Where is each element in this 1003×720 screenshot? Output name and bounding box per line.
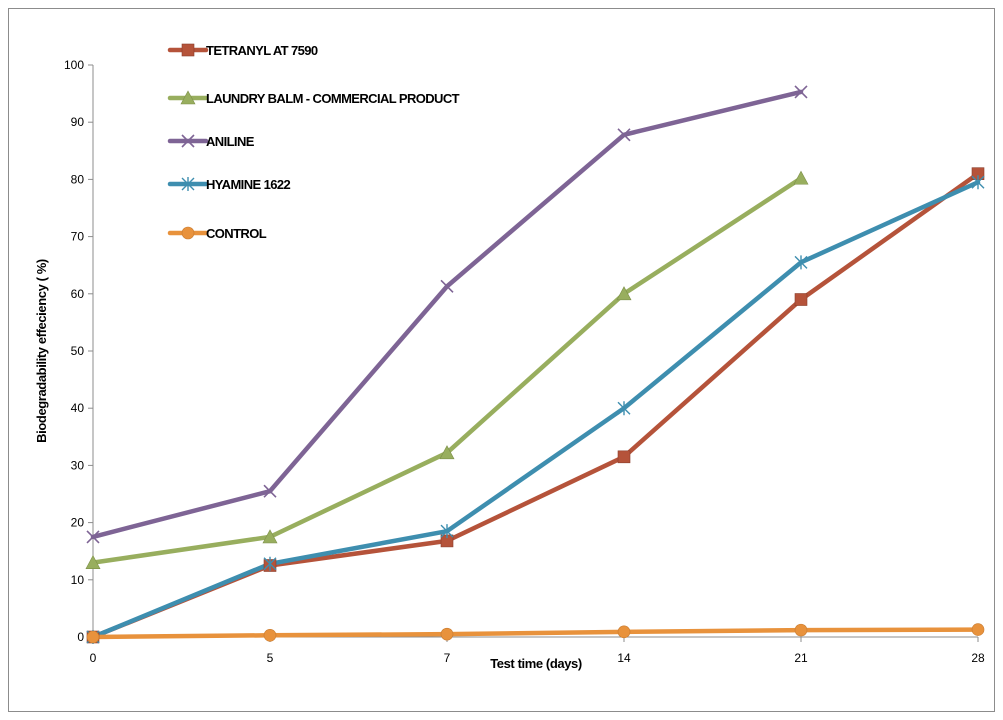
- series-markers: [86, 86, 984, 644]
- data-point-4-1: [264, 629, 276, 641]
- legend-marker: [182, 44, 194, 56]
- y-tick-label: 10: [71, 573, 85, 587]
- legend-label: ANILINE: [206, 134, 255, 149]
- series-line-3: [93, 182, 978, 637]
- data-point-4-0: [87, 631, 99, 643]
- legend-item: CONTROL: [170, 226, 267, 241]
- x-tick-label: 5: [267, 651, 274, 665]
- data-point-4-4: [795, 624, 807, 636]
- legend-item: TETRANYL AT 7590: [170, 43, 318, 58]
- y-tick-label: 80: [71, 172, 85, 186]
- series-line-4: [93, 630, 978, 637]
- legend-label: LAUNDRY BALM - COMMERCIAL PRODUCT: [206, 91, 460, 106]
- data-point-1-4: [794, 171, 808, 184]
- legend-label: CONTROL: [206, 226, 267, 241]
- y-tick-label: 100: [64, 58, 84, 72]
- y-tick-label: 50: [71, 344, 85, 358]
- x-tick-label: 14: [617, 651, 631, 665]
- y-tick-label: 0: [77, 630, 84, 644]
- y-tick-label: 20: [71, 516, 85, 530]
- x-axis-title: Test time (days): [490, 656, 582, 671]
- y-tick-label: 40: [71, 401, 85, 415]
- y-tick-label: 60: [71, 287, 85, 301]
- data-point-4-5: [972, 624, 984, 636]
- data-point-0-3: [618, 451, 630, 463]
- data-point-2-2: [441, 280, 453, 292]
- data-point-0-4: [795, 294, 807, 306]
- series-line-1: [93, 178, 801, 562]
- x-tick-label: 21: [794, 651, 808, 665]
- legend: TETRANYL AT 7590 LAUNDRY BALM - COMMERCIA…: [170, 43, 460, 241]
- x-tick-label: 28: [971, 651, 985, 665]
- x-tick-label: 0: [90, 651, 97, 665]
- y-tick-label: 70: [71, 230, 85, 244]
- data-point-4-3: [618, 626, 630, 638]
- y-axis-title: Biodegradability effeciency ( %): [34, 259, 49, 443]
- legend-marker: [182, 227, 194, 239]
- axes: 0 10 20 30 40 50 60 70 80 90 100 0 5 7 14 21 28: [64, 58, 985, 665]
- series-lines: [93, 92, 978, 637]
- legend-label: HYAMINE 1622: [206, 177, 290, 192]
- data-point-3-3: [618, 401, 630, 415]
- data-point-4-2: [441, 628, 453, 640]
- y-tick-label: 90: [71, 115, 85, 129]
- legend-item: ANILINE: [170, 134, 255, 149]
- x-tick-label: 7: [444, 651, 451, 665]
- y-tick-label: 30: [71, 458, 85, 472]
- legend-item: HYAMINE 1622: [170, 177, 290, 192]
- legend-item: LAUNDRY BALM - COMMERCIAL PRODUCT: [170, 91, 460, 106]
- legend-label: TETRANYL AT 7590: [206, 43, 318, 58]
- series-line-2: [93, 92, 801, 537]
